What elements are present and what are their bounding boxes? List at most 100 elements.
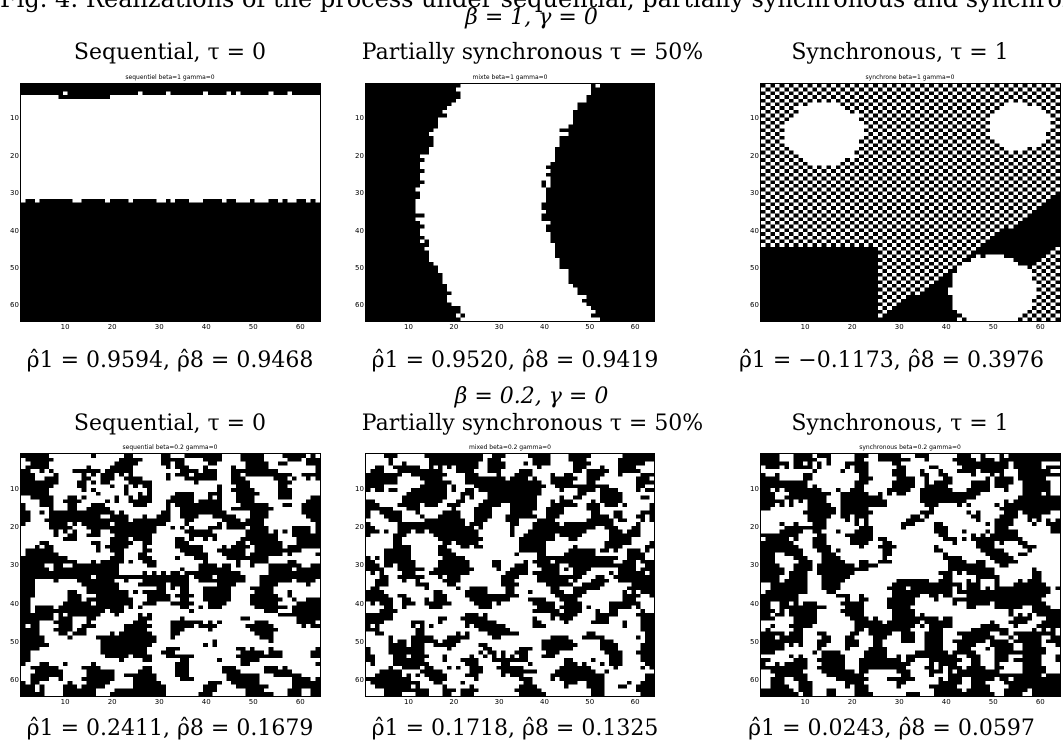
x-tick-label: 30: [894, 323, 904, 331]
x-tick-label: 10: [404, 323, 413, 331]
x-tick-label: 20: [107, 698, 117, 706]
x-tick-label: 10: [60, 698, 70, 706]
y-tick-label: 10: [355, 114, 364, 123]
x-tick-label: 60: [295, 323, 305, 331]
y-tick-label: 10: [10, 485, 19, 494]
panel-2-2-title: Partially synchronous τ = 50%: [361, 411, 704, 436]
y-tick-label: 20: [750, 151, 759, 160]
y-tick-label: 30: [10, 189, 19, 198]
x-tick-label: 10: [60, 323, 70, 331]
panel-2-2-stats: ρ̂1 = 0.1718, ρ̂8 = 0.1325: [371, 716, 659, 741]
x-tick-label: 40: [941, 698, 951, 706]
panel-2-2-image: [365, 453, 655, 697]
y-tick-label: 20: [10, 523, 19, 532]
y-tick-label: 30: [750, 561, 759, 570]
y-tick-label: 40: [10, 599, 19, 608]
x-tick-label: 50: [585, 323, 595, 331]
y-tick-label: 10: [355, 485, 364, 494]
y-tick-label: 50: [10, 637, 19, 646]
y-tick-label: 60: [355, 675, 364, 684]
x-tick-label: 10: [800, 698, 810, 706]
y-tick-label: 50: [750, 637, 759, 646]
y-tick-label: 40: [355, 226, 364, 235]
y-tick-label: 20: [355, 523, 364, 532]
x-tick-label: 10: [800, 323, 810, 331]
panel-1-2-image: [365, 83, 655, 322]
panel-2-3-stats: ρ̂1 = 0.0243, ρ̂8 = 0.0597: [748, 716, 1035, 741]
y-tick-label: 50: [355, 263, 364, 272]
y-tick-label: 20: [750, 523, 759, 532]
panel-1-1-title: Sequential, τ = 0: [73, 40, 267, 65]
x-tick-label: 20: [847, 323, 857, 331]
x-tick-label: 60: [295, 698, 305, 706]
panel-1-3-stats: ρ̂1 = −0.1173, ρ̂8 = 0.3976: [738, 348, 1045, 373]
field-black-pixels: [761, 84, 1060, 321]
y-tick-label: 30: [750, 189, 759, 198]
y-tick-label: 20: [10, 151, 19, 160]
y-tick-label: 60: [750, 675, 759, 684]
x-tick-label: 50: [585, 698, 595, 706]
cutoff-caption-strip: Fig. 4: Realizations of the process unde…: [0, 0, 1063, 22]
y-tick-label: 40: [750, 599, 759, 608]
panel-1-3-image: [760, 83, 1061, 322]
x-tick-label: 20: [107, 323, 117, 331]
panel-2-1-image: [20, 453, 321, 697]
x-tick-label: 30: [154, 323, 164, 331]
panel-2-3-subtitle: synchronous beta=0.2 gamma=0: [859, 444, 961, 451]
panel-2-1-subtitle: sequential beta=0.2 gamma=0: [122, 444, 218, 451]
x-tick-label: 20: [449, 323, 459, 331]
field-black-pixels: [761, 454, 1060, 696]
y-tick-label: 60: [750, 301, 759, 310]
panel-2-1-title: Sequential, τ = 0: [73, 411, 267, 436]
x-tick-label: 10: [404, 698, 413, 706]
x-tick-label: 50: [248, 323, 258, 331]
x-tick-label: 60: [1035, 698, 1045, 706]
panel-1-2-stats: ρ̂1 = 0.9520, ρ̂8 = 0.9419: [371, 348, 659, 373]
x-tick-label: 20: [449, 698, 459, 706]
x-tick-label: 60: [1035, 323, 1045, 331]
field-black-pixels: [21, 84, 320, 321]
x-tick-label: 30: [894, 698, 904, 706]
y-tick-label: 40: [10, 226, 19, 235]
row-2-label: β = 0.2, γ = 0: [454, 384, 609, 409]
panel-1-1-stats: ρ̂1 = 0.9594, ρ̂8 = 0.9468: [26, 348, 314, 373]
panel-2-1-stats: ρ̂1 = 0.2411, ρ̂8 = 0.1679: [26, 716, 314, 741]
y-tick-label: 60: [10, 301, 19, 310]
y-tick-label: 30: [355, 189, 364, 198]
y-tick-label: 30: [10, 561, 19, 570]
y-tick-label: 20: [355, 151, 364, 160]
panel-1-1-image: [20, 83, 321, 322]
y-tick-label: 10: [10, 114, 19, 123]
cutoff-caption-text: Fig. 4: Realizations of the process unde…: [0, 0, 1063, 13]
panel-1-2-title: Partially synchronous τ = 50%: [361, 40, 704, 65]
x-tick-label: 40: [539, 323, 549, 331]
x-tick-label: 20: [847, 698, 857, 706]
x-tick-label: 30: [494, 698, 504, 706]
panel-2-2-subtitle: mixed beta=0.2 gamma=0: [469, 444, 551, 451]
y-tick-label: 40: [355, 599, 364, 608]
row-1-label: β = 1, γ = 0: [465, 5, 598, 30]
x-tick-label: 30: [494, 323, 504, 331]
field-black-pixels: [21, 454, 320, 696]
x-tick-label: 60: [630, 698, 640, 706]
field-black-pixels: [366, 454, 654, 696]
x-tick-label: 40: [201, 323, 211, 331]
y-tick-label: 60: [10, 675, 19, 684]
y-tick-label: 40: [750, 226, 759, 235]
y-tick-label: 30: [355, 561, 364, 570]
x-tick-label: 40: [941, 323, 951, 331]
x-tick-label: 40: [201, 698, 211, 706]
panel-1-3-title: Synchronous, τ = 1: [791, 40, 1009, 65]
panel-1-3-subtitle: synchrone beta=1 gamma=0: [865, 74, 955, 81]
panel-1-1-subtitle: sequentiel beta=1 gamma=0: [125, 74, 215, 81]
x-tick-label: 60: [630, 323, 640, 331]
y-tick-label: 50: [355, 637, 364, 646]
panel-2-3-title: Synchronous, τ = 1: [791, 411, 1009, 436]
y-tick-label: 10: [750, 114, 759, 123]
y-tick-label: 60: [355, 301, 364, 310]
x-tick-label: 50: [248, 698, 258, 706]
x-tick-label: 50: [988, 698, 998, 706]
y-tick-label: 50: [10, 263, 19, 272]
x-tick-label: 30: [154, 698, 164, 706]
x-tick-label: 50: [988, 323, 998, 331]
